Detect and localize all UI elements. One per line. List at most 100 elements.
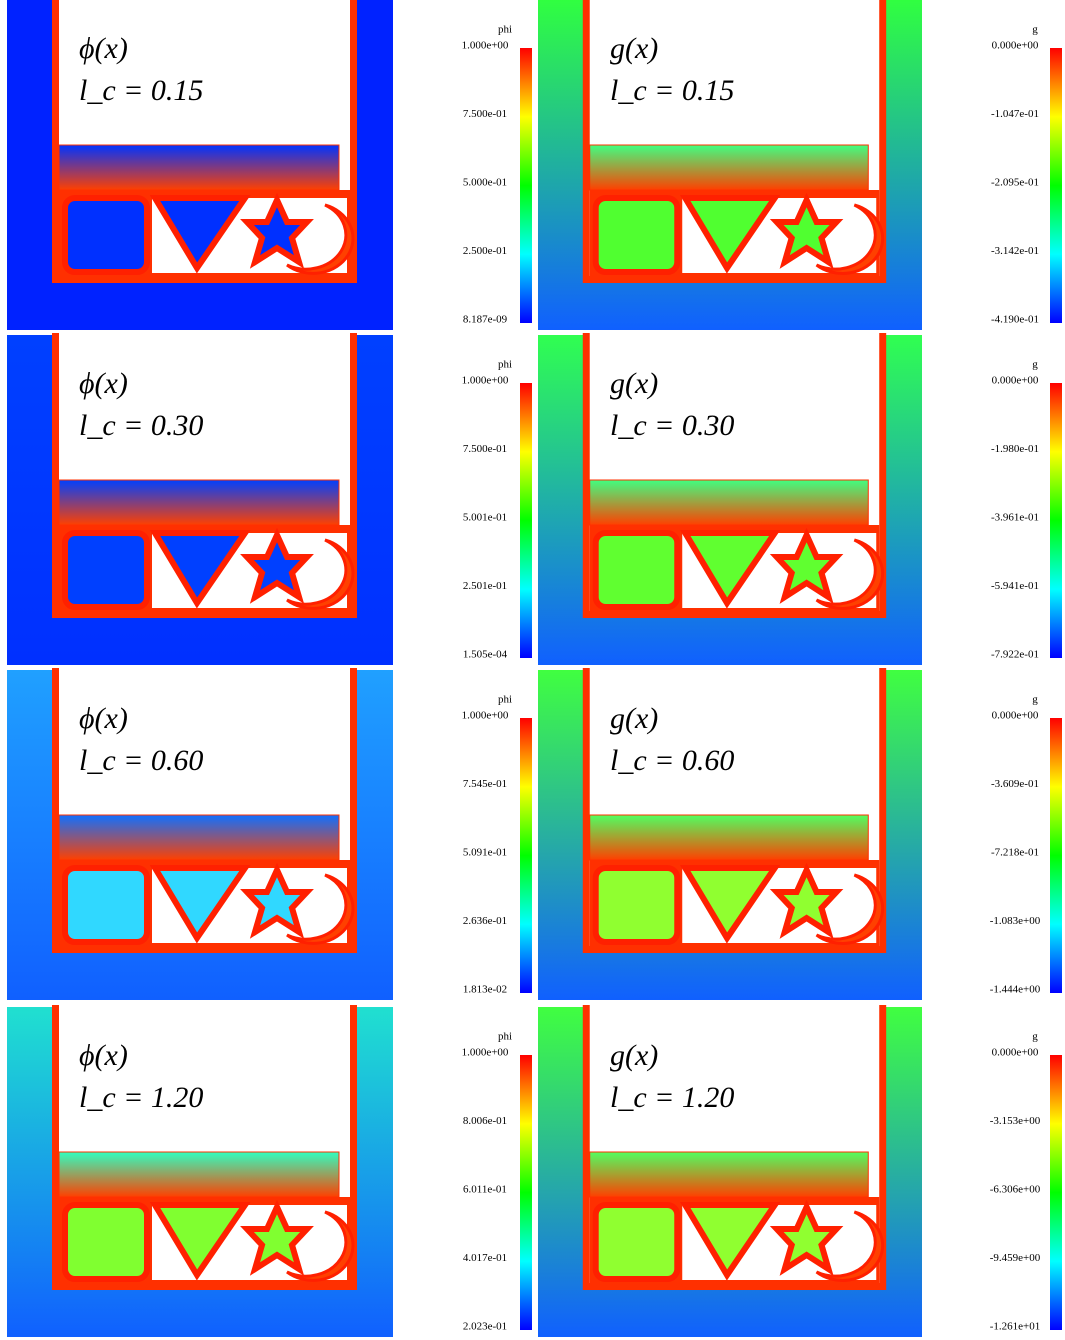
colorbar-tick-label: 2.023e-01 [463,1321,507,1333]
star [240,192,314,269]
colorbar-title: g [1032,359,1038,371]
star [240,862,314,939]
field-label: g(x) [610,1039,658,1072]
colorbar-tick-label: -6.306e+00 [990,1184,1041,1196]
colorbar-tick-label: 1.505e-04 [463,649,508,661]
lc-label: l_c = 0.30 [610,409,734,442]
colorbar-tick-label: -4.190e-01 [991,314,1039,326]
colorbar-title: phi [498,359,512,371]
top-bar [589,814,869,861]
field-panel: g(x) l_c = 0.60 [538,668,922,1000]
colorbar-tick-label: -7.922e-01 [991,649,1039,661]
field-panel: ϕ(x) l_c = 0.60 [7,668,393,1000]
colorbar-tick-label: 2.500e-01 [463,245,507,257]
triangle [679,865,781,944]
field-label: ϕ(x) [79,367,128,400]
colorbar-tick-label: 8.006e-01 [463,1115,507,1127]
colorbar-tick-label: 1.813e-02 [463,984,507,996]
star [769,862,844,939]
colorbar-tick-label: 1.000e+00 [462,40,509,52]
square [592,865,681,945]
colorbar [1050,48,1062,323]
field-panel: ϕ(x) l_c = 1.20 [7,1005,393,1337]
colorbar [520,48,532,323]
field-label: g(x) [610,702,658,735]
colorbar-tick-label: -1.444e+00 [990,984,1041,996]
field-panel: g(x) l_c = 0.15 [538,0,922,330]
triangle [149,195,251,274]
field-panel: g(x) l_c = 0.30 [538,333,922,665]
top-bar [58,144,340,191]
crescent [286,1210,355,1282]
triangle [679,195,781,274]
square [592,195,681,275]
crescent [815,1210,885,1282]
field-panel: ϕ(x) l_c = 0.30 [7,333,393,665]
colorbar-title: g [1032,24,1038,36]
square [62,1202,150,1282]
colorbar-title: g [1032,694,1038,706]
lc-label: l_c = 0.60 [610,744,734,777]
top-bar [58,814,340,861]
colorbar-tick-label: -1.047e-01 [991,108,1039,120]
colorbar-tick-label: -3.153e+00 [990,1115,1041,1127]
square [592,530,681,610]
field-label: g(x) [610,367,658,400]
field-panel: ϕ(x) l_c = 0.15 [7,0,393,330]
colorbar-tick-label: 5.001e-01 [463,512,507,524]
colorbar-tick-label: 1.000e+00 [462,1047,509,1059]
colorbar-tick-label: 0.000e+00 [992,40,1039,52]
colorbar-tick-label: 0.000e+00 [992,710,1039,722]
colorbar-title: phi [498,24,512,36]
colorbar-tick-label: -3.961e-01 [991,512,1039,524]
triangle [149,865,251,944]
crescent [815,538,885,610]
triangle [149,1202,251,1281]
top-bar [58,479,340,526]
colorbar-tick-label: 8.187e-09 [463,314,508,326]
top-bar [589,479,869,526]
colorbar-tick-label: -1.261e+01 [990,1321,1041,1333]
colorbar-title: phi [498,1031,512,1043]
star [240,527,314,604]
colorbar [1050,383,1062,658]
colorbar-tick-label: 5.000e-01 [463,177,507,189]
top-bar [589,1151,869,1198]
lc-label: l_c = 0.30 [79,409,203,442]
square [62,865,150,945]
colorbar-tick-label: 7.500e-01 [463,108,507,120]
square [62,530,150,610]
colorbar-tick-label: 7.500e-01 [463,443,507,455]
colorbar-tick-label: -3.142e-01 [991,245,1039,257]
square [62,195,150,275]
colorbar-tick-label: -1.083e+00 [990,915,1041,927]
colorbar [1050,718,1062,993]
colorbar-tick-label: -7.218e-01 [991,847,1039,859]
colorbar-tick-label: 1.000e+00 [462,710,509,722]
crescent [286,538,355,610]
triangle [679,530,781,609]
colorbar-tick-label: 6.011e-01 [463,1184,507,1196]
crescent [815,203,885,275]
colorbar-tick-label: 0.000e+00 [992,1047,1039,1059]
lc-label: l_c = 1.20 [79,1081,203,1114]
field-label: ϕ(x) [79,702,128,735]
field-label: ϕ(x) [79,1039,128,1072]
star [240,1199,314,1276]
colorbar-tick-label: 7.545e-01 [463,778,507,790]
lc-label: l_c = 0.15 [79,74,203,107]
field-panel: g(x) l_c = 1.20 [538,1005,922,1337]
star [769,1199,844,1276]
colorbar-title: g [1032,1031,1038,1043]
triangle [149,530,251,609]
colorbar-title: phi [498,694,512,706]
colorbar-tick-label: -5.941e-01 [991,580,1039,592]
field-label: g(x) [610,32,658,65]
colorbar [520,718,532,993]
colorbar [1050,1055,1062,1330]
colorbar-tick-label: 2.501e-01 [463,580,507,592]
colorbar-tick-label: 0.000e+00 [992,375,1039,387]
lc-label: l_c = 1.20 [610,1081,734,1114]
colorbar-tick-label: -2.095e-01 [991,177,1039,189]
